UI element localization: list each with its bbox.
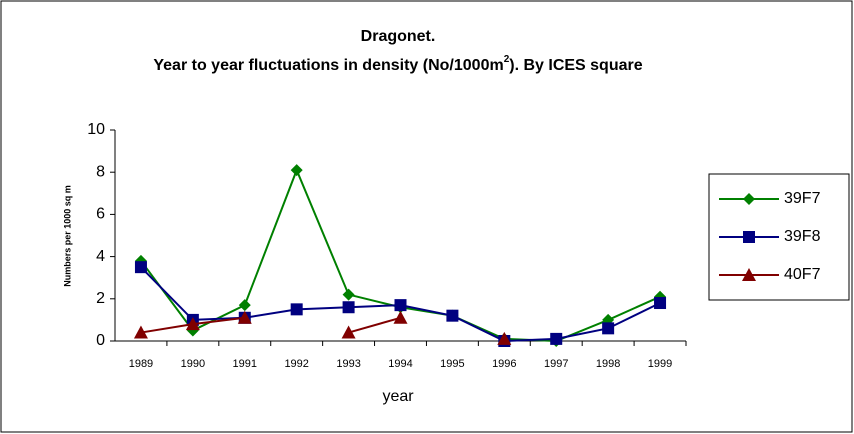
marker — [446, 309, 459, 322]
marker — [743, 193, 755, 205]
y-tick-label: 6 — [96, 206, 105, 223]
chart-subtitle: Year to year fluctuations in density (No… — [153, 54, 642, 75]
y-axis-label: Numbers per 1000 sq m — [62, 185, 72, 287]
marker — [133, 325, 148, 339]
marker — [393, 310, 408, 324]
marker — [185, 317, 200, 331]
marker — [497, 331, 512, 345]
x-tick-label: 1996 — [492, 358, 516, 370]
y-tick-label: 4 — [96, 248, 105, 265]
x-tick-label: 1992 — [284, 358, 308, 370]
x-tick-label: 1994 — [388, 358, 412, 370]
marker — [342, 301, 355, 314]
marker — [237, 310, 252, 324]
x-tick-label: 1990 — [181, 358, 205, 370]
marker — [290, 164, 303, 177]
marker — [134, 261, 147, 274]
y-tick-label: 8 — [96, 163, 105, 180]
subtitle-superscript: 2 — [504, 54, 510, 65]
marker — [290, 303, 303, 316]
subtitle-part: ). By ICES square — [509, 57, 642, 74]
legend-label: 39F8 — [784, 228, 821, 245]
legend-label: 40F7 — [784, 266, 821, 283]
y-tick-label: 0 — [96, 332, 105, 349]
marker — [602, 322, 615, 335]
x-tick-label: 1997 — [544, 358, 568, 370]
marker — [341, 325, 356, 339]
x-tick-label: 1998 — [596, 358, 620, 370]
x-axis-label: year — [382, 388, 414, 405]
subtitle-part: Year to year fluctuations in density (No… — [153, 57, 503, 74]
marker — [654, 297, 667, 310]
series-line — [348, 316, 401, 334]
marker — [550, 332, 563, 345]
y-tick-label: 10 — [87, 121, 105, 138]
x-tick-label: 1999 — [648, 358, 672, 370]
marker — [743, 231, 755, 243]
legend-label: 39F7 — [784, 190, 821, 207]
marker — [394, 299, 407, 312]
y-tick-label: 2 — [96, 290, 105, 307]
x-tick-label: 1989 — [129, 358, 153, 370]
x-tick-label: 1993 — [336, 358, 360, 370]
chart-title: Dragonet. — [361, 28, 436, 45]
marker — [742, 268, 756, 281]
x-tick-label: 1991 — [233, 358, 257, 370]
marker — [342, 288, 355, 301]
marker — [238, 299, 251, 312]
x-tick-label: 1995 — [440, 358, 464, 370]
